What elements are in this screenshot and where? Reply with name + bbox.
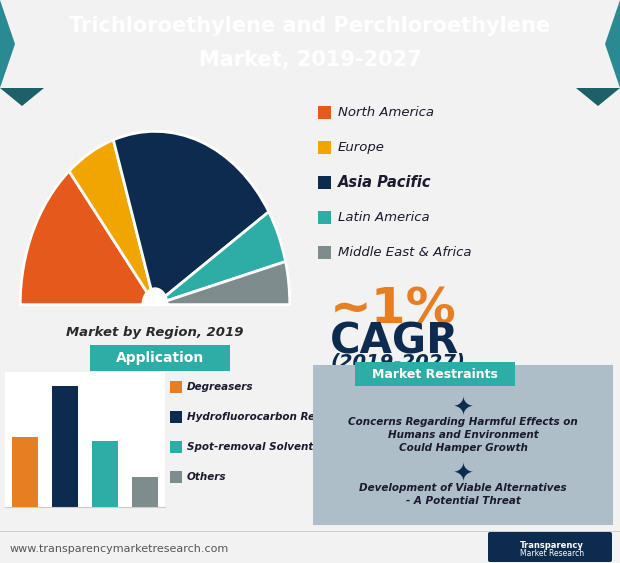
Bar <box>318 141 331 154</box>
Text: ~1%: ~1% <box>330 285 457 333</box>
Text: Latin America: Latin America <box>338 211 430 224</box>
FancyBboxPatch shape <box>309 361 617 529</box>
Text: Degreasers: Degreasers <box>187 382 254 392</box>
Text: Concerns Regarding Harmful Effects on
Humans and Environment
Could Hamper Growth: Concerns Regarding Harmful Effects on Hu… <box>348 417 578 453</box>
Wedge shape <box>113 131 269 305</box>
Text: Others: Others <box>187 472 226 482</box>
Bar <box>52 386 78 507</box>
Text: ✦: ✦ <box>453 397 474 421</box>
Text: Market by Region, 2019: Market by Region, 2019 <box>66 326 244 339</box>
Bar <box>170 411 182 423</box>
Bar <box>170 441 182 453</box>
Bar <box>170 471 182 483</box>
Bar <box>92 441 118 507</box>
Text: Market, 2019-2027: Market, 2019-2027 <box>198 50 422 70</box>
Text: Europe: Europe <box>338 141 385 154</box>
Text: Transparency: Transparency <box>520 540 584 549</box>
Wedge shape <box>69 140 155 305</box>
Text: CAGR: CAGR <box>330 320 459 362</box>
Bar <box>318 106 331 119</box>
Polygon shape <box>0 0 15 88</box>
Polygon shape <box>0 88 44 106</box>
Text: Trichloroethylene and Perchloroethylene: Trichloroethylene and Perchloroethylene <box>69 16 551 36</box>
Text: Development of Viable Alternatives
- A Potential Threat: Development of Viable Alternatives - A P… <box>359 483 567 506</box>
Text: www.transparencymarketresearch.com: www.transparencymarketresearch.com <box>10 544 229 554</box>
Polygon shape <box>605 0 620 88</box>
Text: Middle East & Africa: Middle East & Africa <box>338 246 471 259</box>
Text: Spot-removal Solvents: Spot-removal Solvents <box>187 442 319 452</box>
Wedge shape <box>141 287 169 305</box>
FancyBboxPatch shape <box>87 342 233 374</box>
Wedge shape <box>155 262 290 305</box>
Text: North America: North America <box>338 106 434 119</box>
Text: Market Restraints: Market Restraints <box>372 368 498 381</box>
FancyBboxPatch shape <box>488 532 612 562</box>
Text: ✦: ✦ <box>453 463 474 487</box>
Wedge shape <box>20 171 155 305</box>
Bar <box>318 211 331 224</box>
Polygon shape <box>576 88 620 106</box>
FancyBboxPatch shape <box>352 359 518 389</box>
Wedge shape <box>155 212 286 305</box>
Bar <box>318 246 331 259</box>
Text: Market Research: Market Research <box>520 548 584 557</box>
Bar <box>132 477 158 507</box>
Text: (2019-2027): (2019-2027) <box>330 352 465 371</box>
Text: Asia Pacific: Asia Pacific <box>338 175 432 190</box>
Bar <box>318 176 331 189</box>
Bar <box>12 437 38 507</box>
Text: Hydrofluorocarbon Refrigerants: Hydrofluorocarbon Refrigerants <box>187 412 373 422</box>
Bar <box>170 381 182 393</box>
Text: Application: Application <box>116 351 204 365</box>
